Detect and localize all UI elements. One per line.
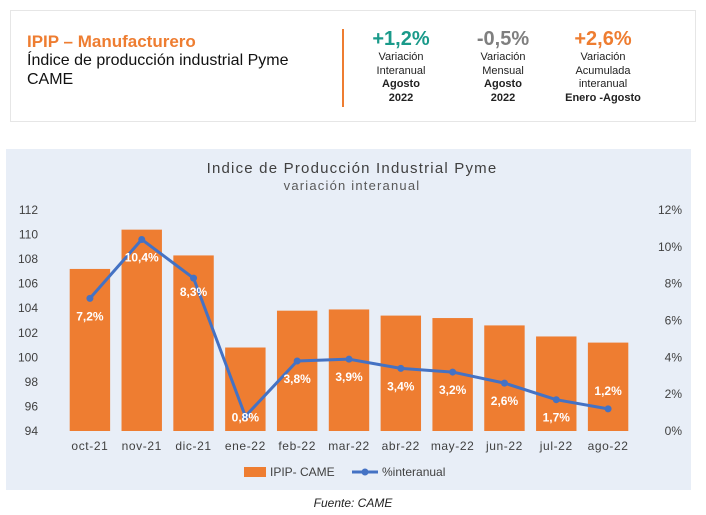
y-right-tick-label: 12%: [658, 203, 682, 217]
data-label: 3,4%: [387, 379, 415, 393]
y-left-tick-label: 94: [25, 424, 39, 438]
line-point: [552, 396, 560, 404]
metric-label: Variación: [580, 51, 626, 63]
metric-label: Variación: [378, 51, 424, 63]
data-label: 3,8%: [284, 372, 312, 386]
line-point: [345, 355, 353, 363]
legend-swatch-marker: [361, 468, 369, 476]
x-tick-label: nov-21: [122, 439, 162, 453]
bar: [121, 229, 162, 431]
metric-acumulada: +2,6% Variación Acumulada interanual Ene…: [557, 27, 649, 105]
data-label: 10,4%: [125, 250, 159, 264]
line-point: [138, 235, 146, 243]
metric-period: Enero -Agosto: [565, 91, 641, 104]
bar: [536, 336, 577, 431]
y-right-tick-label: 6%: [665, 314, 683, 328]
summary-header: IPIP – Manufacturero Índice de producció…: [10, 10, 696, 122]
legend-label-line: %interanual: [382, 465, 445, 479]
chart-legend: IPIP- CAME %interanual: [244, 465, 445, 479]
x-tick-label: feb-22: [278, 439, 316, 453]
metric-label: Acumulada: [575, 64, 631, 77]
y-left-tick-label: 98: [25, 375, 39, 389]
x-tick-label: dic-21: [175, 439, 211, 453]
line-point: [449, 368, 457, 376]
x-tick-label: may-22: [431, 439, 475, 453]
metric-label: Interanual: [376, 64, 426, 77]
metric-value: -0,5%: [476, 28, 530, 50]
bar: [276, 310, 318, 431]
data-label: 0,8%: [232, 410, 260, 424]
y-left-tick-label: 104: [18, 301, 38, 315]
legend-label-bars: IPIP- CAME: [270, 465, 335, 479]
y-left-tick-label: 112: [19, 203, 38, 217]
bar: [173, 255, 214, 431]
y-left-tick-label: 100: [18, 350, 38, 364]
metric-year: 2022: [490, 91, 516, 104]
line-point: [293, 357, 301, 365]
x-tick-label: mar-22: [328, 439, 370, 453]
line-point: [241, 412, 249, 420]
y-left-tick-label: 108: [18, 252, 38, 266]
data-label: 2,6%: [491, 394, 519, 408]
y-left-tick-label: 106: [18, 277, 38, 291]
y-right-tick-label: 2%: [665, 387, 683, 401]
bar: [328, 309, 370, 431]
page-subtitle-org: CAME: [27, 71, 74, 88]
x-tick-label: oct-21: [71, 439, 108, 453]
metric-value: +2,6%: [574, 28, 632, 50]
bar: [484, 325, 525, 431]
data-label: 1,7%: [543, 411, 571, 425]
chart-svg: Indice de Producción Industrial Pyme var…: [18, 160, 683, 479]
x-tick-label: ago-22: [588, 439, 629, 453]
y-right-tick-label: 4%: [665, 350, 683, 364]
source-note: Fuente: CAME: [313, 496, 393, 510]
metric-label: Variación: [480, 51, 526, 63]
x-tick-label: jul-22: [539, 439, 573, 453]
chart-subtitle: variación interanual: [284, 178, 421, 193]
metric-label: Mensual: [482, 64, 524, 77]
y-right-tick-label: 8%: [665, 277, 683, 291]
data-label: 3,9%: [335, 370, 363, 384]
line-point: [190, 274, 198, 282]
header-divider: [342, 29, 344, 107]
line-point: [500, 379, 508, 387]
y-left-tick-label: 102: [18, 326, 38, 340]
metric-year: 2022: [388, 91, 414, 104]
data-label: 3,2%: [439, 383, 467, 397]
line-point: [86, 294, 94, 302]
page-title: IPIP – Manufacturero: [27, 32, 196, 51]
line-point: [397, 364, 405, 372]
page-subtitle: Índice de producción industrial Pyme: [27, 52, 289, 69]
x-tick-label: abr-22: [382, 439, 420, 453]
x-tick-label: ene-22: [225, 439, 266, 453]
data-label: 1,2%: [594, 384, 622, 398]
bar: [69, 268, 111, 431]
metric-mensual: -0,5% Variación Mensual Agosto 2022: [463, 27, 543, 105]
metric-label: interanual: [578, 78, 628, 90]
line-point: [604, 405, 612, 413]
metric-period: Agosto: [382, 78, 420, 90]
bar: [380, 315, 422, 431]
x-tick-label: jun-22: [485, 439, 523, 453]
data-label: 8,3%: [180, 285, 208, 299]
metric-interanual: +1,2% Variación Interanual Agosto 2022: [361, 27, 441, 105]
y-right-tick-label: 0%: [665, 424, 683, 438]
data-label: 7,2%: [76, 309, 104, 323]
y-left-tick-label: 110: [19, 228, 38, 242]
chart-panel: Indice de Producción Industrial Pyme var…: [6, 149, 691, 490]
chart-title: Indice de Producción Industrial Pyme: [207, 160, 498, 177]
metric-period: Agosto: [484, 78, 522, 90]
y-left-tick-label: 96: [25, 399, 39, 413]
y-right-tick-label: 10%: [658, 240, 682, 254]
metric-value: +1,2%: [372, 28, 430, 50]
bar: [587, 342, 629, 431]
legend-swatch-bars: [244, 467, 266, 477]
